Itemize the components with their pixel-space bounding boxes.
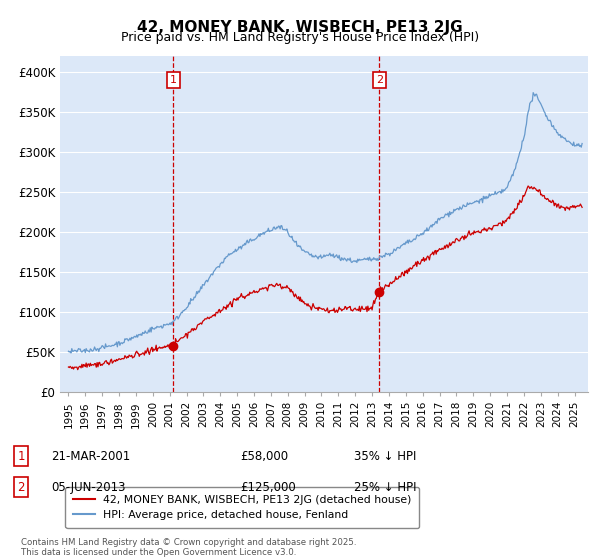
Text: 05-JUN-2013: 05-JUN-2013 <box>51 480 125 494</box>
Legend: 42, MONEY BANK, WISBECH, PE13 2JG (detached house), HPI: Average price, detached: 42, MONEY BANK, WISBECH, PE13 2JG (detac… <box>65 487 419 528</box>
Text: Price paid vs. HM Land Registry's House Price Index (HPI): Price paid vs. HM Land Registry's House … <box>121 31 479 44</box>
Text: 42, MONEY BANK, WISBECH, PE13 2JG: 42, MONEY BANK, WISBECH, PE13 2JG <box>137 20 463 35</box>
Text: 25% ↓ HPI: 25% ↓ HPI <box>354 480 416 494</box>
Text: 1: 1 <box>170 75 177 85</box>
Text: 21-MAR-2001: 21-MAR-2001 <box>51 450 130 463</box>
Text: 2: 2 <box>17 480 25 494</box>
Text: 1: 1 <box>17 450 25 463</box>
Text: 35% ↓ HPI: 35% ↓ HPI <box>354 450 416 463</box>
Text: Contains HM Land Registry data © Crown copyright and database right 2025.
This d: Contains HM Land Registry data © Crown c… <box>21 538 356 557</box>
Text: 2: 2 <box>376 75 383 85</box>
Text: £125,000: £125,000 <box>240 480 296 494</box>
Text: £58,000: £58,000 <box>240 450 288 463</box>
